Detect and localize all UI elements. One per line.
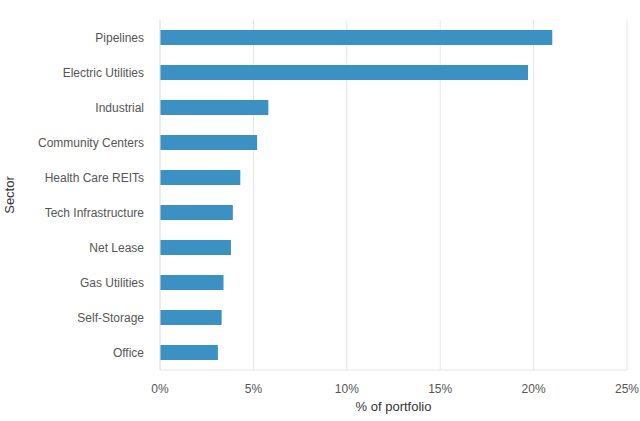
svg-text:Gas Utilities: Gas Utilities	[80, 276, 144, 290]
svg-text:Electric Utilities: Electric Utilities	[63, 66, 144, 80]
svg-text:Tech Infrastructure: Tech Infrastructure	[45, 206, 145, 220]
svg-text:Pipelines: Pipelines	[95, 31, 144, 45]
svg-text:20%: 20%	[522, 382, 546, 396]
svg-text:Sector: Sector	[8, 176, 17, 214]
svg-text:0%: 0%	[151, 382, 169, 396]
svg-text:15%: 15%	[428, 382, 452, 396]
svg-text:Industrial: Industrial	[95, 101, 144, 115]
svg-text:% of portfolio: % of portfolio	[356, 399, 432, 414]
svg-text:25%: 25%	[615, 382, 632, 396]
svg-text:Net Lease: Net Lease	[89, 241, 144, 255]
svg-text:Community Centers: Community Centers	[38, 136, 144, 150]
svg-text:Health Care REITs: Health Care REITs	[45, 171, 144, 185]
svg-text:5%: 5%	[245, 382, 263, 396]
svg-text:10%: 10%	[335, 382, 359, 396]
svg-text:Office: Office	[113, 346, 144, 360]
svg-text:Self-Storage: Self-Storage	[77, 311, 144, 325]
